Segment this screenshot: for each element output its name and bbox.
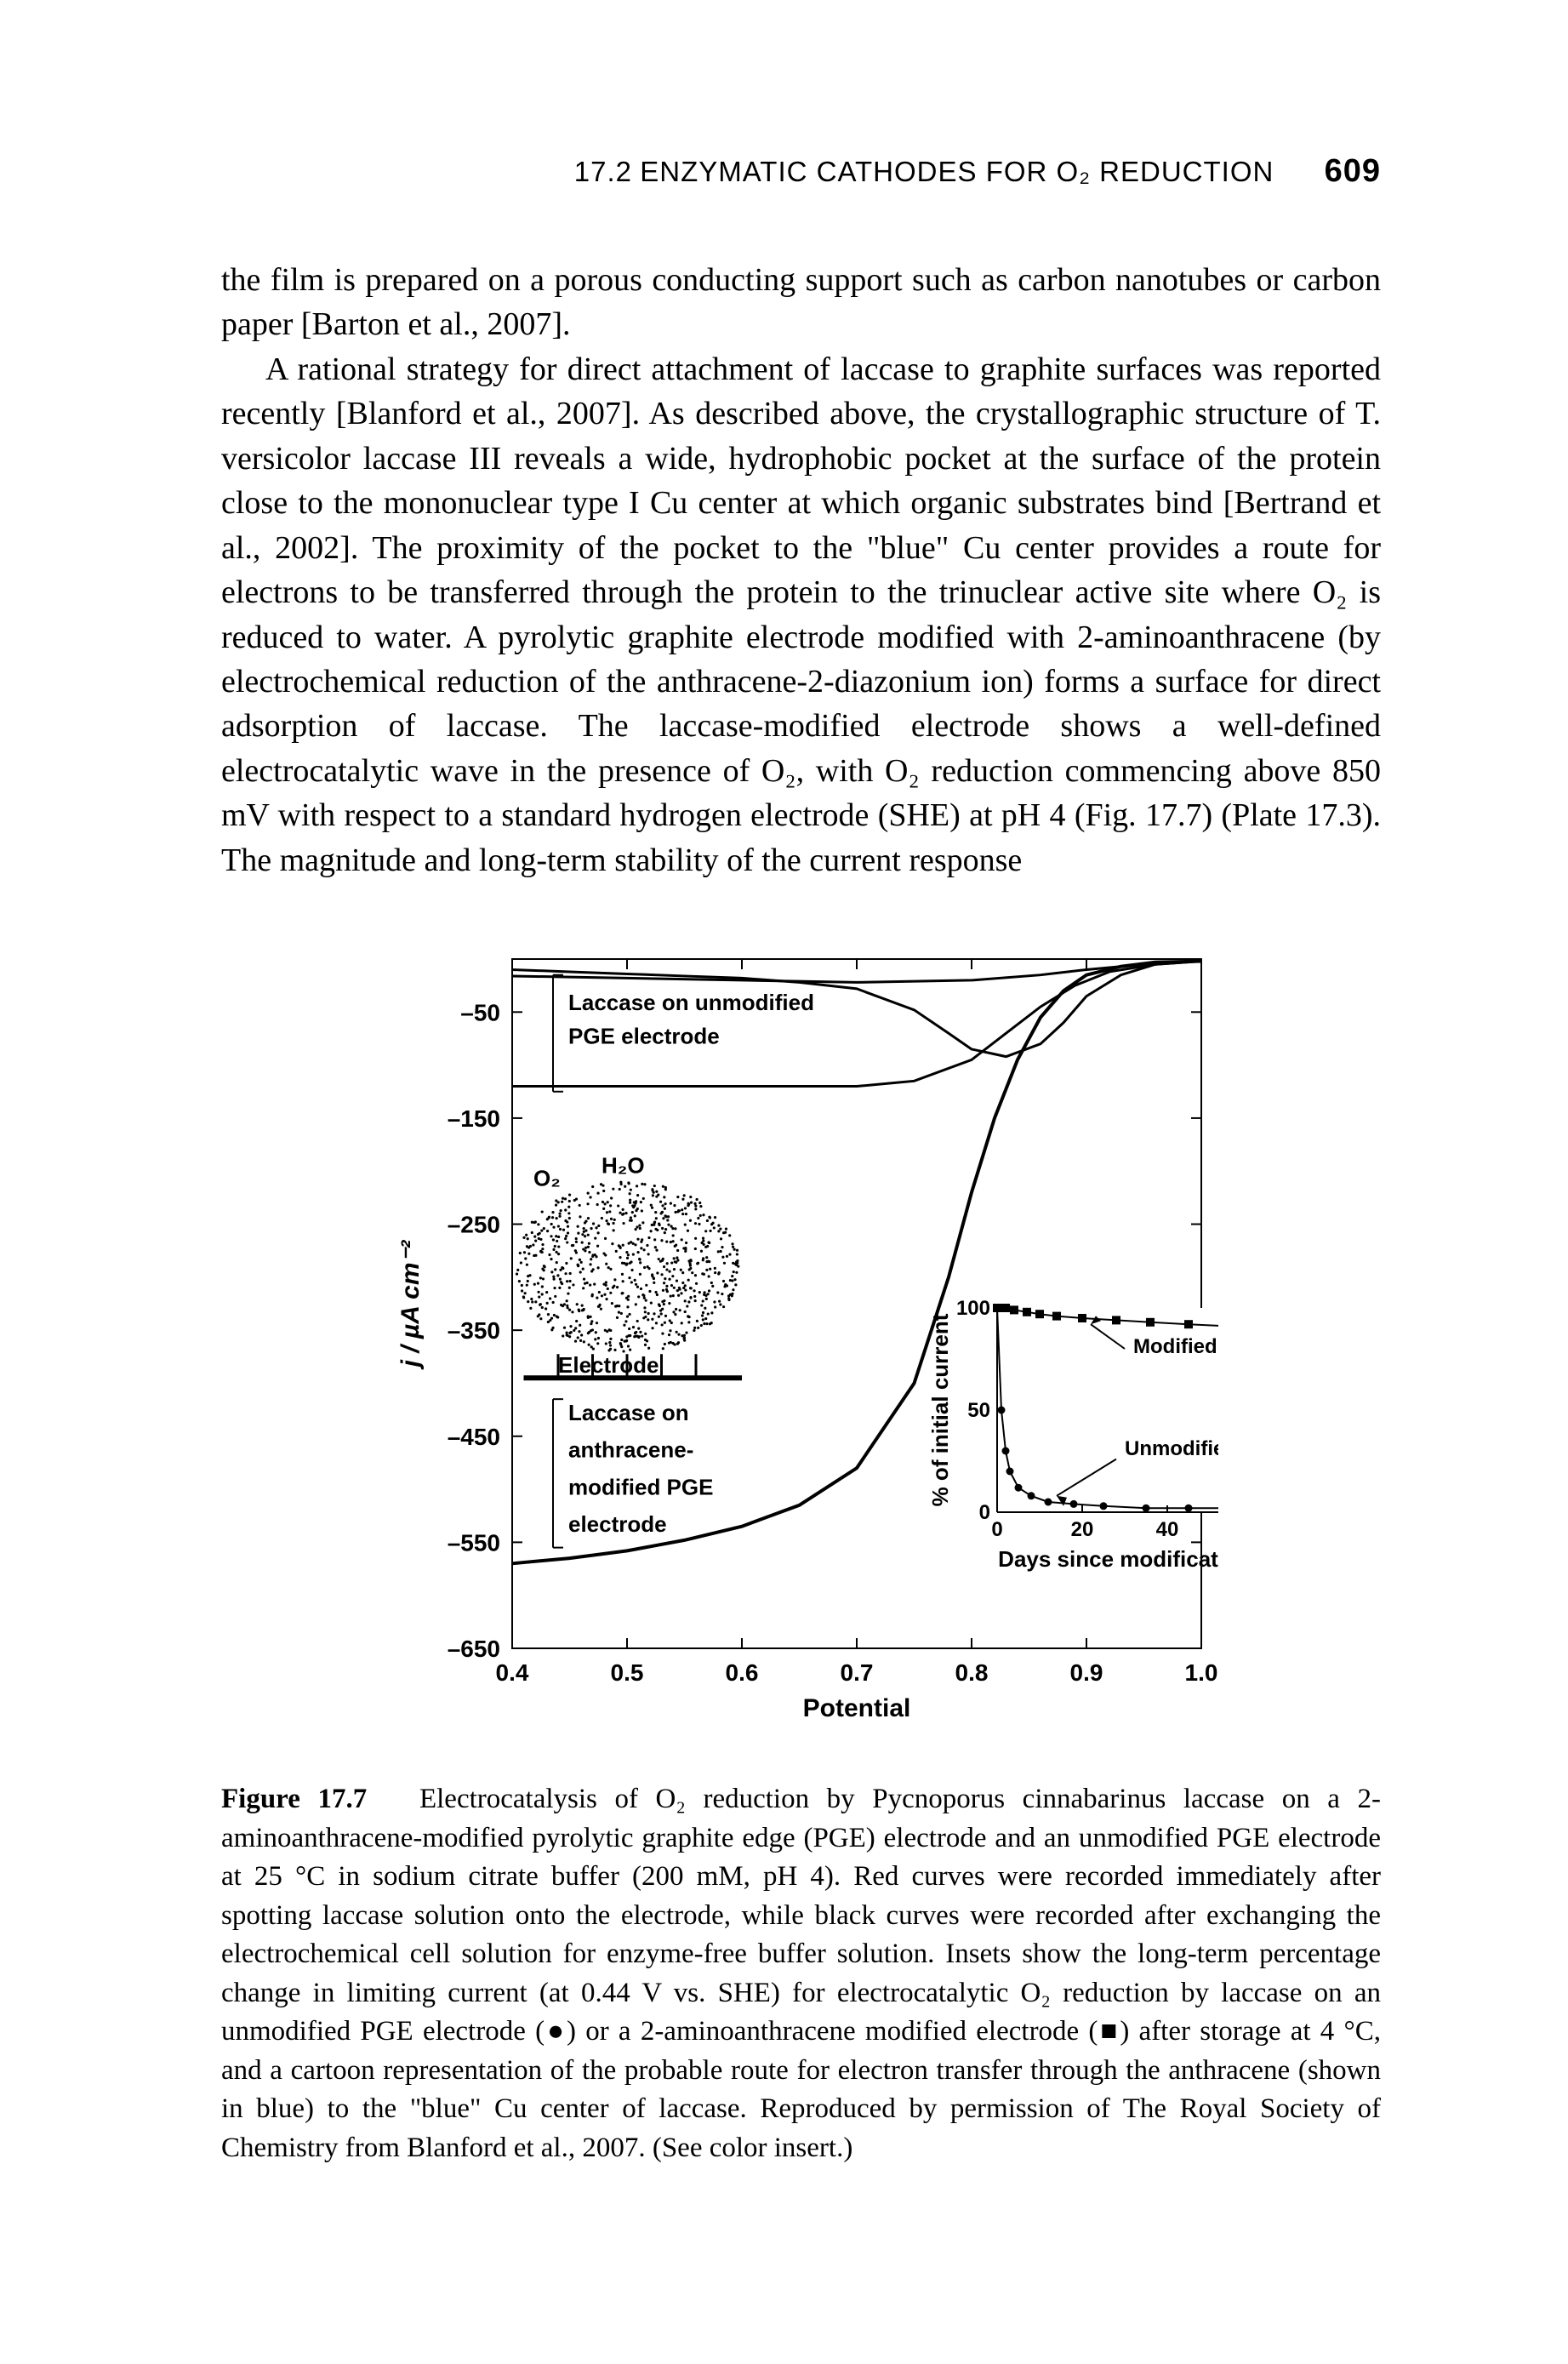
svg-text:0.9: 0.9 <box>1069 1659 1103 1686</box>
svg-text:–550: –550 <box>447 1530 499 1556</box>
svg-text:anthracene-: anthracene- <box>568 1437 693 1463</box>
svg-text:modified PGE: modified PGE <box>568 1474 713 1499</box>
svg-text:O₂: O₂ <box>533 1166 561 1191</box>
svg-text:Potential: Potential <box>802 1694 910 1722</box>
figure-svg: 0.4 0.5 0.6 0.7 0.8 0.9 1.0 –650 –550 –450 –350 –25… <box>385 934 1218 1742</box>
page: 17.2 ENZYMATIC CATHODES FOR O₂ REDUCTION… <box>0 0 1568 2364</box>
paragraph-2: A rational strategy for direct attachmen… <box>221 347 1381 882</box>
svg-text:% of initial current: % of initial current <box>927 1313 953 1506</box>
running-header: 17.2 ENZYMATIC CATHODES FOR O₂ REDUCTION… <box>221 153 1381 190</box>
paragraph-1: the film is prepared on a porous conduct… <box>221 258 1381 347</box>
svg-text:0: 0 <box>991 1518 1002 1541</box>
svg-text:50: 50 <box>967 1399 990 1422</box>
svg-text:Unmodified PGE: Unmodified PGE <box>1125 1437 1218 1460</box>
svg-text:PGE electrode: PGE electrode <box>568 1024 720 1049</box>
svg-text:–650: –650 <box>447 1636 499 1662</box>
svg-text:100: 100 <box>955 1297 989 1320</box>
svg-text:0: 0 <box>978 1501 989 1524</box>
figure-17-7: 0.4 0.5 0.6 0.7 0.8 0.9 1.0 –650 –550 –450 –350 –25… <box>221 934 1381 1746</box>
svg-text:j / µA cm⁻²: j / µA cm⁻² <box>396 1240 425 1371</box>
svg-text:H₂O: H₂O <box>602 1153 645 1179</box>
svg-text:0.8: 0.8 <box>955 1659 988 1686</box>
svg-text:–350: –350 <box>447 1317 499 1344</box>
svg-text:0.5: 0.5 <box>610 1659 643 1686</box>
svg-text:Modified PGE: Modified PGE <box>1133 1335 1218 1358</box>
caption-label: Figure 17.7 <box>221 1784 367 1814</box>
figure-caption: Figure 17.7 Electrocatalysis of O₂ reduc… <box>221 1780 1381 2167</box>
svg-text:–250: –250 <box>447 1212 499 1238</box>
svg-text:40: 40 <box>1155 1518 1178 1541</box>
svg-text:–150: –150 <box>447 1105 499 1132</box>
svg-text:–50: –50 <box>460 999 500 1025</box>
body-text: the film is prepared on a porous conduct… <box>221 258 1381 882</box>
svg-text:Electrode: Electrode <box>558 1352 659 1378</box>
svg-text:0.4: 0.4 <box>495 1659 528 1686</box>
header-page-number: 609 <box>1325 153 1381 189</box>
header-section-title: ENZYMATIC CATHODES FOR O₂ REDUCTION <box>640 156 1274 187</box>
svg-text:Days since modification: Days since modification <box>998 1546 1218 1572</box>
svg-text:Laccase on: Laccase on <box>568 1400 689 1425</box>
svg-text:electrode: electrode <box>568 1511 667 1537</box>
svg-text:1.0: 1.0 <box>1184 1659 1217 1686</box>
svg-text:0.6: 0.6 <box>725 1659 758 1686</box>
svg-text:Laccase on unmodified: Laccase on unmodified <box>568 990 814 1015</box>
caption-text: Electrocatalysis of O₂ reduction by Pycn… <box>221 1784 1381 2163</box>
svg-text:20: 20 <box>1070 1518 1093 1541</box>
svg-text:0.7: 0.7 <box>840 1659 873 1686</box>
header-section-number: 17.2 <box>574 156 632 187</box>
svg-text:–450: –450 <box>447 1424 499 1450</box>
